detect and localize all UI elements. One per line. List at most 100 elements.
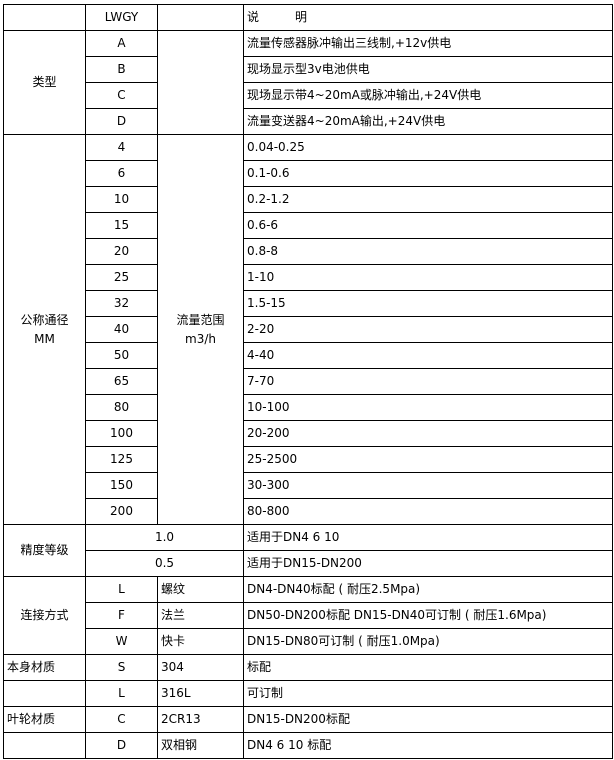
diameter-dn: 32	[85, 290, 158, 317]
diameter-row: 65 7-70	[4, 368, 613, 395]
impeller-material-row: D 双相钢 DN4 6 10 标配	[3, 732, 613, 759]
diameter-dn: 200	[85, 498, 158, 525]
accuracy-desc: 适用于DN15-DN200	[243, 550, 613, 577]
connection-row: 连接方式 L 螺纹 DN4-DN40标配 ( 耐压2.5Mpa)	[3, 576, 613, 655]
material-name: 304	[157, 654, 244, 681]
flow-range: 1.5-15	[243, 290, 613, 317]
accuracy-row: 0.5 适用于DN15-DN200	[4, 550, 613, 577]
material-code: L	[85, 680, 158, 707]
impeller-material-row: 叶轮材质 C 2CR13 DN15-DN200标配	[3, 706, 613, 733]
accuracy-grade: 1.0	[85, 524, 244, 551]
accuracy-grade: 0.5	[85, 550, 244, 577]
diameter-row: 6 0.1-0.6	[4, 160, 613, 187]
connection-desc: DN50-DN200标配 DN15-DN40可订制 ( 耐压1.6Mpa)	[243, 602, 613, 629]
material-desc: 标配	[243, 654, 613, 681]
diameter-row: 32 1.5-15	[4, 290, 613, 317]
connection-row: W 快卡 DN15-DN80可订制 ( 耐压1.0Mpa)	[4, 628, 613, 655]
connection-name: 螺纹	[157, 576, 244, 603]
diameter-row: 80 10-100	[4, 394, 613, 421]
diameter-dn: 20	[85, 238, 158, 265]
body-material-row: L 316L 可订制	[3, 680, 613, 707]
diameter-dn: 10	[85, 186, 158, 213]
diameter-row: 25 1-10	[4, 264, 613, 291]
type-desc: 流量传感器脉冲输出三线制,+12v供电	[243, 30, 613, 57]
header-blank	[3, 4, 86, 31]
type-desc: 现场显示型3v电池供电	[243, 56, 613, 83]
flow-range-label: 流量范围 m3/h	[157, 134, 244, 525]
diameter-dn: 100	[85, 420, 158, 447]
type-code: C	[85, 82, 158, 109]
type-blank	[157, 30, 244, 135]
flow-range: 80-800	[243, 498, 613, 525]
diameter-dn: 80	[85, 394, 158, 421]
diameter-label-1: 公称通径	[20, 312, 69, 327]
diameter-dn: 40	[85, 316, 158, 343]
flow-range: 30-300	[243, 472, 613, 499]
type-desc: 现场显示带4~20mA或脉冲输出,+24V供电	[243, 82, 613, 109]
flow-range: 0.04-0.25	[243, 134, 613, 161]
material-desc: 可订制	[243, 680, 613, 707]
flow-range: 0.2-1.2	[243, 186, 613, 213]
connection-name: 快卡	[157, 628, 244, 655]
type-code: B	[85, 56, 158, 83]
impeller-material-label: 叶轮材质	[3, 706, 86, 733]
diameter-label: 公称通径 MM	[3, 134, 86, 525]
flow-range: 25-2500	[243, 446, 613, 473]
diameter-dn: 15	[85, 212, 158, 239]
type-desc: 流量变送器4~20mA输出,+24V供电	[243, 108, 613, 135]
header-blank-2	[157, 4, 244, 31]
flow-range: 1-10	[243, 264, 613, 291]
material-name: 双相钢	[157, 732, 244, 759]
type-row: C 现场显示带4~20mA或脉冲输出,+24V供电	[4, 82, 613, 109]
connection-code: F	[85, 602, 158, 629]
material-desc: DN15-DN200标配	[243, 706, 613, 733]
diameter-dn: 25	[85, 264, 158, 291]
material-code: C	[85, 706, 158, 733]
flow-range: 2-20	[243, 316, 613, 343]
diameter-row: 200 80-800	[4, 498, 613, 525]
flow-range: 20-200	[243, 420, 613, 447]
connection-code: W	[85, 628, 158, 655]
material-name: 316L	[157, 680, 244, 707]
header-desc: 说 明	[243, 4, 613, 31]
diameter-dn: 150	[85, 472, 158, 499]
diameter-dn: 6	[85, 160, 158, 187]
blank-cell	[3, 680, 86, 707]
diameter-dn: 125	[85, 446, 158, 473]
material-code: D	[85, 732, 158, 759]
header-row: LWGY 说 明	[3, 4, 613, 31]
blank-cell	[3, 732, 86, 759]
diameter-row: 公称通径 MM 4 流量范围 m3/h 0.04-0.25	[3, 134, 613, 525]
accuracy-label: 精度等级	[3, 524, 86, 577]
type-label: 类型	[3, 30, 86, 135]
connection-row: F 法兰 DN50-DN200标配 DN15-DN40可订制 ( 耐压1.6Mpa)	[4, 602, 613, 629]
material-name: 2CR13	[157, 706, 244, 733]
flow-range: 4-40	[243, 342, 613, 369]
type-row: B 现场显示型3v电池供电	[4, 56, 613, 83]
header-model: LWGY	[85, 4, 158, 31]
flow-range: 7-70	[243, 368, 613, 395]
type-code: A	[85, 30, 158, 57]
accuracy-desc: 适用于DN4 6 10	[243, 524, 613, 551]
flow-range: 10-100	[243, 394, 613, 421]
diameter-label-2: MM	[34, 331, 55, 346]
diameter-row: 50 4-40	[4, 342, 613, 369]
diameter-row: 100 20-200	[4, 420, 613, 447]
connection-name: 法兰	[157, 602, 244, 629]
accuracy-row: 精度等级 1.0 适用于DN4 6 10	[3, 524, 613, 577]
flow-range: 0.6-6	[243, 212, 613, 239]
diameter-row: 10 0.2-1.2	[4, 186, 613, 213]
material-desc: DN4 6 10 标配	[243, 732, 613, 759]
type-row: D 流量变送器4~20mA输出,+24V供电	[4, 108, 613, 135]
diameter-dn: 4	[85, 134, 158, 161]
diameter-row: 150 30-300	[4, 472, 613, 499]
diameter-row: 20 0.8-8	[4, 238, 613, 265]
type-row: 类型 A 流量传感器脉冲输出三线制,+12v供电	[3, 30, 613, 135]
connection-label: 连接方式	[3, 576, 86, 655]
type-code: D	[85, 108, 158, 135]
flow-range-label-2: m3/h	[185, 331, 216, 346]
diameter-dn: 65	[85, 368, 158, 395]
connection-desc: DN4-DN40标配 ( 耐压2.5Mpa)	[243, 576, 613, 603]
connection-desc: DN15-DN80可订制 ( 耐压1.0Mpa)	[243, 628, 613, 655]
diameter-dn: 50	[85, 342, 158, 369]
